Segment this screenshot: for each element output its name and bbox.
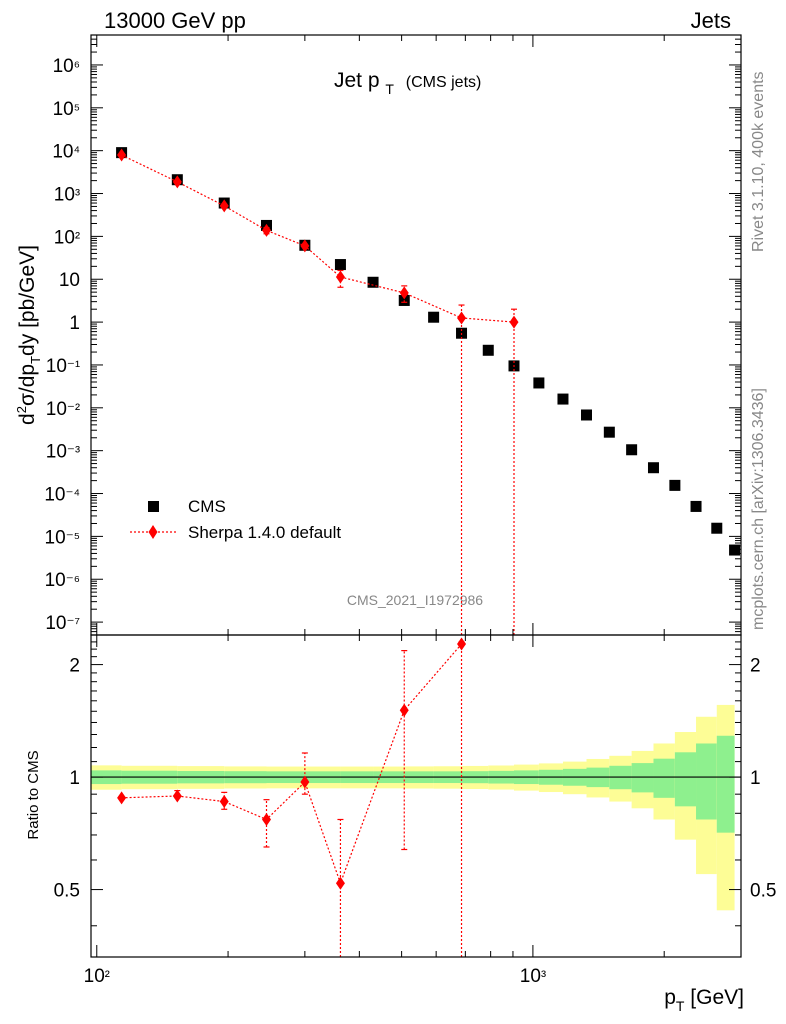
- cms-data-point: [428, 311, 440, 323]
- main-panel-frame: [90, 34, 742, 636]
- main-y-tick-label: 10⁴: [52, 142, 80, 163]
- uncertainty-band-inner: [716, 735, 735, 833]
- legend-marker-cms: [148, 501, 159, 512]
- main-y-tick-label: 10⁻¹: [46, 356, 80, 377]
- ratio-point: [335, 876, 345, 890]
- cms-data-point: [367, 276, 379, 288]
- sherpa-data-point: [219, 199, 229, 213]
- cms-data-point: [729, 544, 741, 556]
- ratio-panel: 10² 10³ 0.5 0.5 1 1 2 2: [54, 634, 776, 987]
- ratio-y-tick-label-left: 2: [69, 656, 80, 677]
- uncertainty-band-inner: [696, 743, 717, 820]
- main-y-tick-label: 10⁻⁷: [45, 613, 80, 634]
- ratio-y-tick-label-right: 0.5: [750, 881, 776, 902]
- main-y-tick-label: 10²: [54, 227, 80, 248]
- main-y-tick-label: 10⁻⁵: [45, 527, 80, 548]
- main-y-tick-label: 10⁻⁶: [45, 570, 80, 591]
- uncertainty-band-inner: [653, 758, 675, 798]
- main-y-tick-label: 10: [59, 270, 80, 291]
- sherpa-data-point: [399, 286, 409, 300]
- ratio-y-tick-label-left: 0.5: [54, 881, 80, 902]
- legend: CMS Sherpa 1.4.0 default: [130, 497, 341, 542]
- chart-title-extra: (CMS jets): [406, 74, 482, 91]
- main-y-tick-label: 10⁻³: [46, 442, 80, 463]
- x-axis-label: pT [GeV]: [664, 986, 744, 1014]
- cms-data-point: [557, 393, 569, 405]
- cms-data-point: [690, 500, 702, 512]
- cms-data-point: [334, 259, 346, 271]
- sherpa-data-point: [335, 270, 345, 284]
- main-y-tick-label: 1: [69, 313, 80, 334]
- ratio-y-tick-label-left: 1: [69, 768, 80, 789]
- main-y-tick-label: 10⁶: [53, 56, 80, 77]
- mcplots-label: mcplots.cern.ch [arXiv:1306.3436]: [750, 388, 767, 630]
- rivet-label: Rivet 3.1.10, 400k events: [750, 71, 767, 252]
- main-y-tick-label: 10⁻²: [46, 399, 80, 420]
- cms-data-point: [711, 522, 723, 534]
- ratio-point: [300, 775, 310, 789]
- collision-label: 13000 GeV pp: [104, 8, 246, 33]
- sherpa-data-point: [117, 148, 127, 162]
- cms-data-point: [669, 479, 681, 491]
- legend-marker-sherpa: [148, 525, 158, 539]
- sherpa-data-point: [172, 175, 182, 189]
- cms-data-point: [533, 377, 545, 389]
- x-tick-label: 10³: [520, 966, 546, 987]
- sherpa-data-point: [300, 239, 310, 253]
- cms-data-point: [647, 462, 659, 474]
- chart-title-sub: T: [385, 81, 394, 97]
- uncertainty-band-inner: [631, 763, 654, 793]
- legend-label-cms: CMS: [188, 497, 226, 516]
- ratio-point: [219, 795, 229, 809]
- cms-data-point: [603, 426, 615, 438]
- sherpa-data-point: [509, 315, 519, 329]
- category-label: Jets: [691, 8, 731, 33]
- main-panel: 10⁻⁷ 10⁻⁶ 10⁻⁵ 10⁻⁴ 10⁻³ 10⁻² 10⁻¹ 1 10 10² 10³ 10⁴…: [44, 34, 742, 636]
- ratio-point: [262, 812, 271, 826]
- ratio-y-tick-label-right: 2: [750, 656, 761, 677]
- legend-label-sherpa: Sherpa 1.4.0 default: [188, 523, 341, 542]
- ratio-point: [172, 789, 182, 803]
- ratio-panel-frame: [90, 634, 742, 958]
- analysis-tag: CMS_2021_I1972986: [347, 592, 483, 608]
- sherpa-data-point: [262, 223, 271, 237]
- cms-data-point: [626, 444, 638, 456]
- chart-title: Jet p T (CMS jets): [334, 69, 481, 99]
- uncertainty-band-inner: [674, 752, 697, 807]
- ratio-y-axis-label: Ratio to CMS: [25, 750, 42, 839]
- main-y-tick-label: 10⁵: [53, 99, 80, 120]
- x-tick-label: 10²: [84, 966, 110, 987]
- ratio-point: [457, 637, 467, 651]
- cms-data-point: [482, 344, 494, 356]
- sherpa-data-point: [457, 311, 467, 325]
- cms-data-point: [580, 409, 592, 421]
- main-y-axis-label: d2σ/dpTdy [pb/GeV]: [14, 245, 43, 425]
- ratio-point: [117, 791, 127, 805]
- chart-title-main: Jet p: [334, 69, 380, 92]
- ratio-y-tick-label-right: 1: [750, 768, 761, 789]
- main-y-tick-label: 10³: [54, 185, 80, 206]
- main-y-tick-label: 10⁻⁴: [44, 485, 80, 506]
- ratio-series-line: [121, 643, 462, 885]
- ratio-point: [399, 703, 409, 717]
